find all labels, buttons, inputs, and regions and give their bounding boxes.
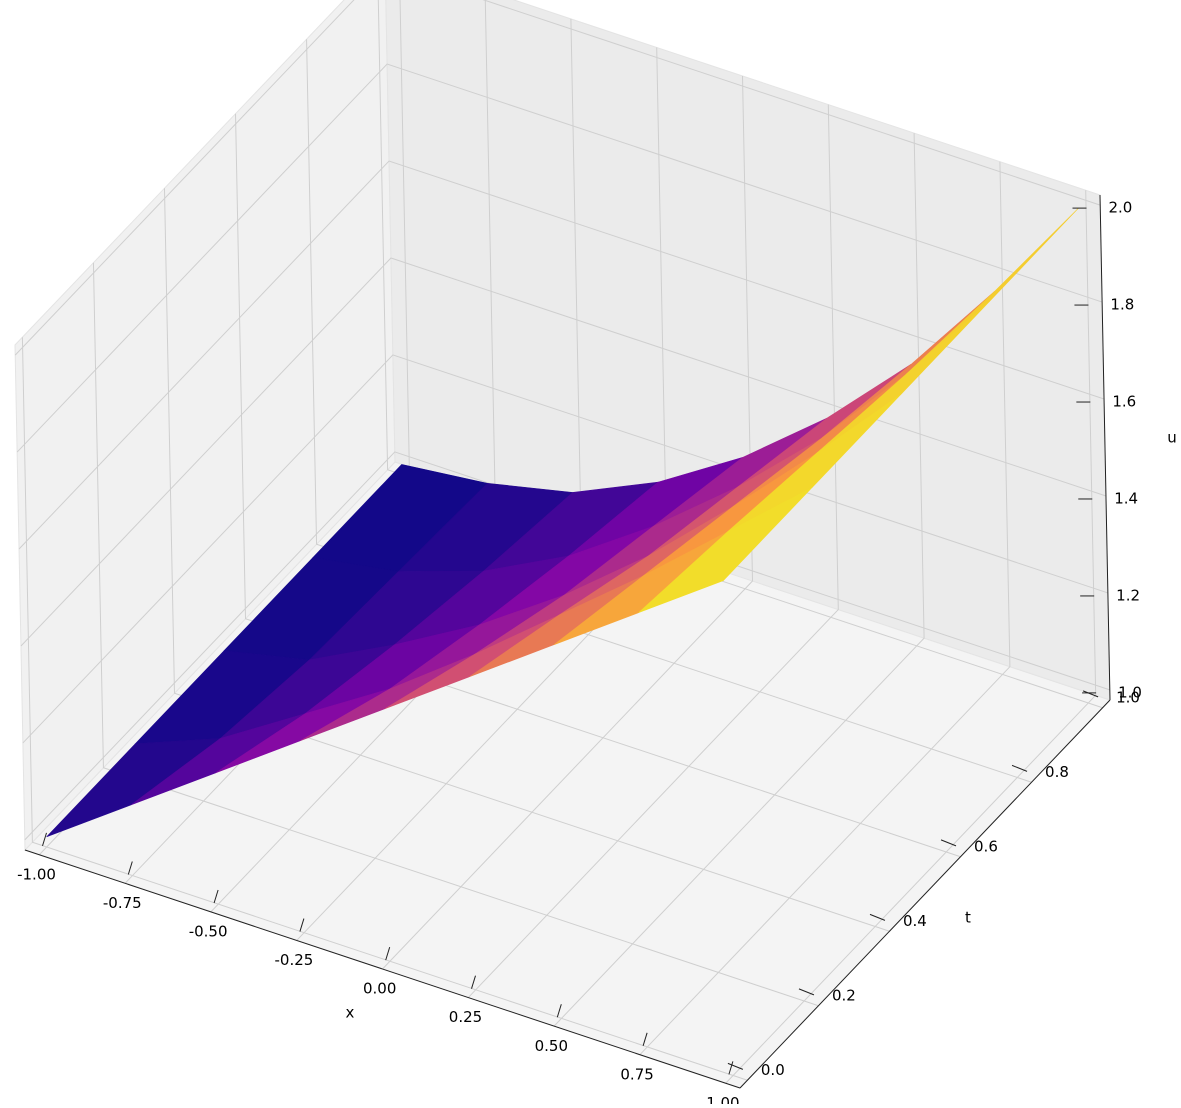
u-tick-label: 1.8 — [1110, 296, 1134, 314]
t-tick — [869, 913, 886, 921]
grid-line — [92, 262, 819, 1007]
t-tick — [727, 1062, 744, 1070]
t-tick-label: 0.2 — [832, 986, 856, 1004]
t-tick-label: 0.0 — [761, 1061, 785, 1079]
x-axis-line — [24, 849, 741, 1089]
grid-line — [306, 39, 1032, 783]
t-tick-label: 0.4 — [903, 912, 927, 930]
t-axis-line — [739, 699, 1111, 1089]
grid-line — [639, 161, 1011, 1056]
t-tick — [798, 988, 815, 996]
x-tick-label: -1.00 — [17, 865, 56, 883]
x-tick — [385, 946, 391, 961]
x-tick-label: 0.25 — [449, 1008, 482, 1026]
t-tick — [1082, 690, 1099, 698]
grid-line — [21, 337, 748, 1081]
t-tick-label: 1.0 — [1116, 688, 1140, 706]
x-tick-label: 0.50 — [535, 1037, 568, 1055]
u-tick-label: 2.0 — [1109, 199, 1133, 217]
grid-line — [14, 0, 1101, 356]
x-axis-label: x — [346, 1004, 355, 1022]
t-tick — [940, 839, 957, 847]
grid-line — [235, 113, 961, 858]
grid-line — [467, 104, 839, 998]
u-axis-label: u — [1167, 429, 1177, 447]
x-tick-label: -0.25 — [274, 951, 313, 969]
x-tick-label: 1.00 — [706, 1094, 739, 1104]
grid-line — [22, 354, 1109, 744]
grid-line — [553, 133, 925, 1027]
u-tick-label: 1.6 — [1112, 393, 1136, 411]
x-tick-label: 0.75 — [620, 1065, 653, 1083]
grid-line — [16, 63, 1103, 453]
x-tick — [556, 1004, 562, 1018]
x-tick — [642, 1032, 648, 1046]
x-tick-label: -0.50 — [189, 923, 228, 941]
grid-line — [18, 160, 1105, 550]
x-tick — [471, 975, 476, 989]
u-axis-line — [1099, 194, 1111, 701]
x-tick — [127, 861, 133, 875]
x-tick — [728, 1061, 734, 1075]
x-tick-label: 0.00 — [363, 980, 396, 998]
t-axis-label: t — [965, 909, 971, 927]
t-tick-label: 0.8 — [1045, 763, 1069, 781]
t-tick — [1011, 764, 1028, 772]
grid-line — [163, 188, 890, 932]
x-tick — [299, 918, 305, 932]
surface — [46, 207, 1079, 838]
x-tick-label: -0.75 — [103, 894, 142, 912]
u-tick-label: 1.4 — [1114, 489, 1138, 507]
u-tick-label: 1.2 — [1116, 586, 1140, 604]
grid-line — [382, 75, 754, 970]
u-tick-label: 1.0 — [1118, 683, 1142, 701]
grid-line — [24, 451, 1110, 841]
t-tick-label: 0.6 — [974, 837, 998, 855]
surface-patch — [638, 487, 813, 613]
axes: -1.00-0.75-0.50-0.250.000.250.500.751.00… — [17, 194, 1177, 1108]
x-tick — [213, 889, 219, 904]
x-tick — [42, 832, 47, 847]
grid-line — [377, 0, 1103, 709]
grid-line — [725, 190, 1097, 1084]
left-pane — [14, 0, 396, 852]
